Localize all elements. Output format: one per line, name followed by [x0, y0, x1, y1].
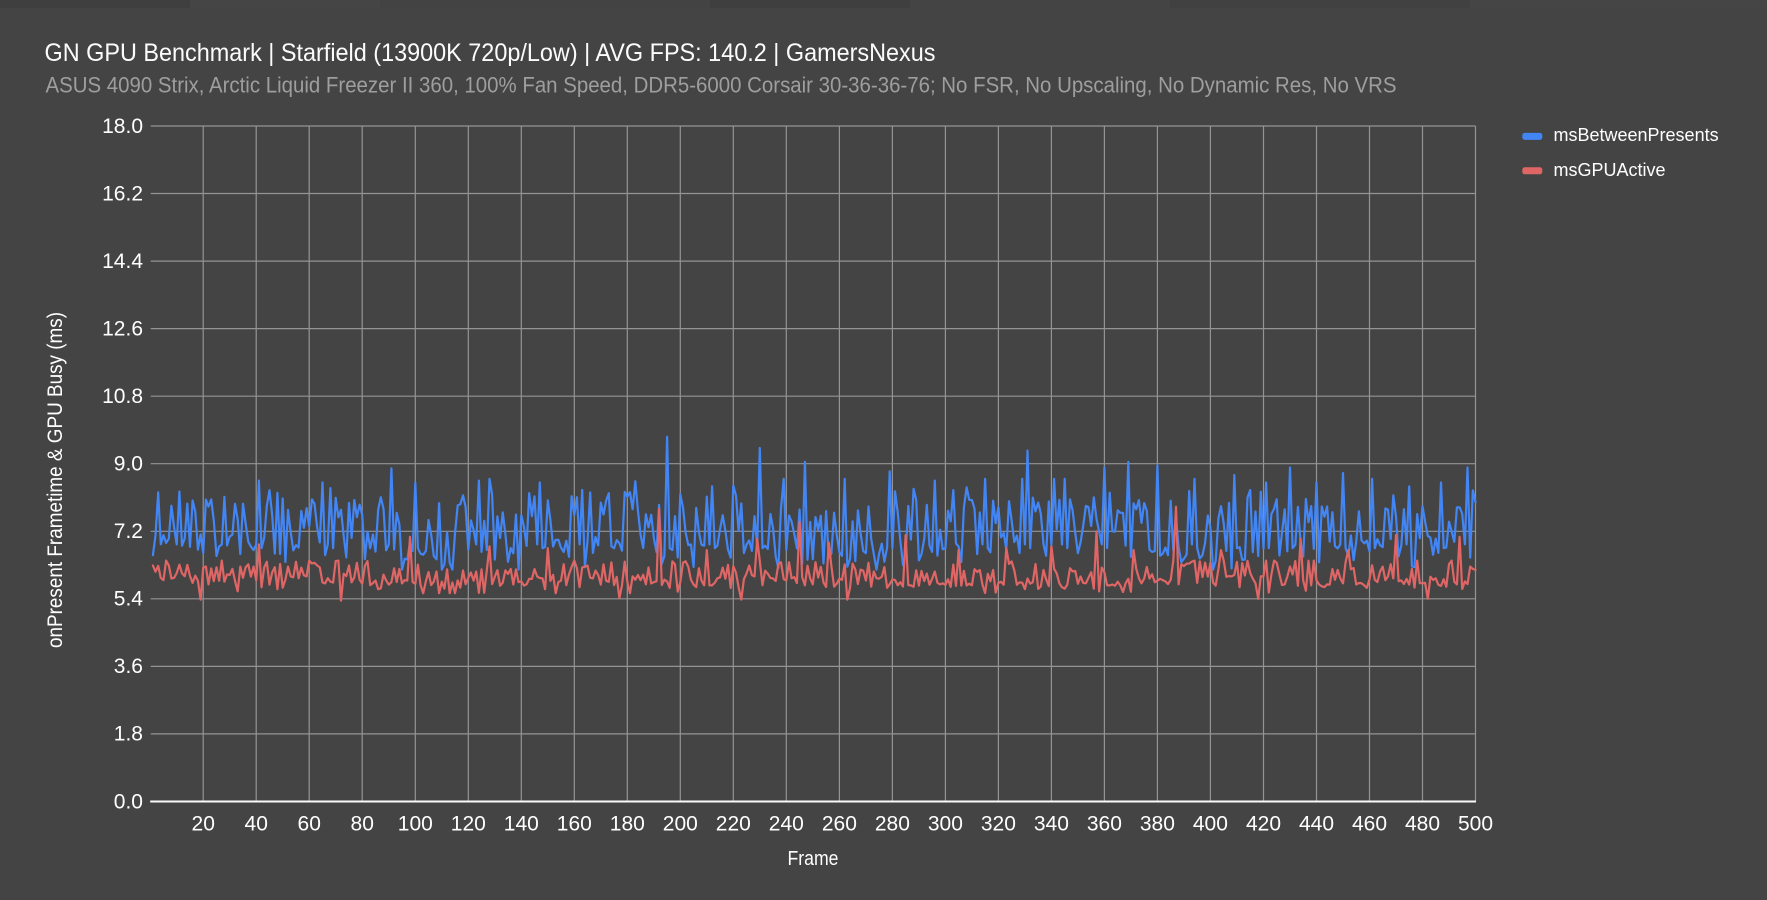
svg-text:160: 160 [557, 813, 592, 836]
svg-text:340: 340 [1034, 813, 1069, 836]
svg-text:120: 120 [451, 813, 486, 836]
svg-text:200: 200 [663, 813, 698, 836]
svg-text:12.6: 12.6 [102, 317, 143, 340]
svg-text:5.4: 5.4 [114, 588, 144, 611]
svg-text:msBetweenPresents: msBetweenPresents [1554, 125, 1719, 145]
svg-text:100: 100 [398, 813, 433, 836]
svg-text:20: 20 [192, 813, 215, 836]
svg-text:Frame: Frame [788, 848, 839, 870]
svg-text:220: 220 [716, 813, 751, 836]
svg-text:280: 280 [875, 813, 910, 836]
svg-text:msGPUActive: msGPUActive [1554, 160, 1666, 180]
svg-text:0.0: 0.0 [114, 790, 143, 813]
svg-text:420: 420 [1246, 813, 1281, 836]
svg-text:18.0: 18.0 [102, 115, 143, 138]
svg-text:320: 320 [981, 813, 1016, 836]
svg-text:380: 380 [1140, 813, 1175, 836]
svg-text:500: 500 [1458, 813, 1493, 836]
svg-text:480: 480 [1405, 813, 1440, 836]
svg-text:440: 440 [1299, 813, 1334, 836]
svg-text:80: 80 [351, 813, 374, 836]
svg-text:360: 360 [1087, 813, 1122, 836]
svg-text:16.2: 16.2 [102, 182, 143, 205]
svg-text:60: 60 [298, 813, 321, 836]
svg-text:140: 140 [504, 813, 539, 836]
svg-text:GN GPU Benchmark | Starfield (: GN GPU Benchmark | Starfield (13900K 720… [45, 39, 936, 67]
svg-text:40: 40 [245, 813, 268, 836]
svg-text:260: 260 [822, 813, 857, 836]
svg-text:onPresent Frametime & GPU Busy: onPresent Frametime & GPU Busy (ms) [44, 312, 67, 648]
svg-text:3.6: 3.6 [114, 655, 143, 678]
svg-text:400: 400 [1193, 813, 1228, 836]
svg-text:180: 180 [610, 813, 645, 836]
svg-text:1.8: 1.8 [114, 723, 143, 746]
svg-text:9.0: 9.0 [114, 453, 143, 476]
svg-text:10.8: 10.8 [102, 385, 143, 408]
svg-text:240: 240 [769, 813, 804, 836]
svg-text:7.2: 7.2 [114, 520, 143, 543]
svg-text:300: 300 [928, 813, 963, 836]
svg-text:ASUS 4090 Strix, Arctic Liquid: ASUS 4090 Strix, Arctic Liquid Freezer I… [46, 73, 1397, 98]
svg-text:460: 460 [1352, 813, 1387, 836]
svg-text:14.4: 14.4 [102, 250, 143, 273]
